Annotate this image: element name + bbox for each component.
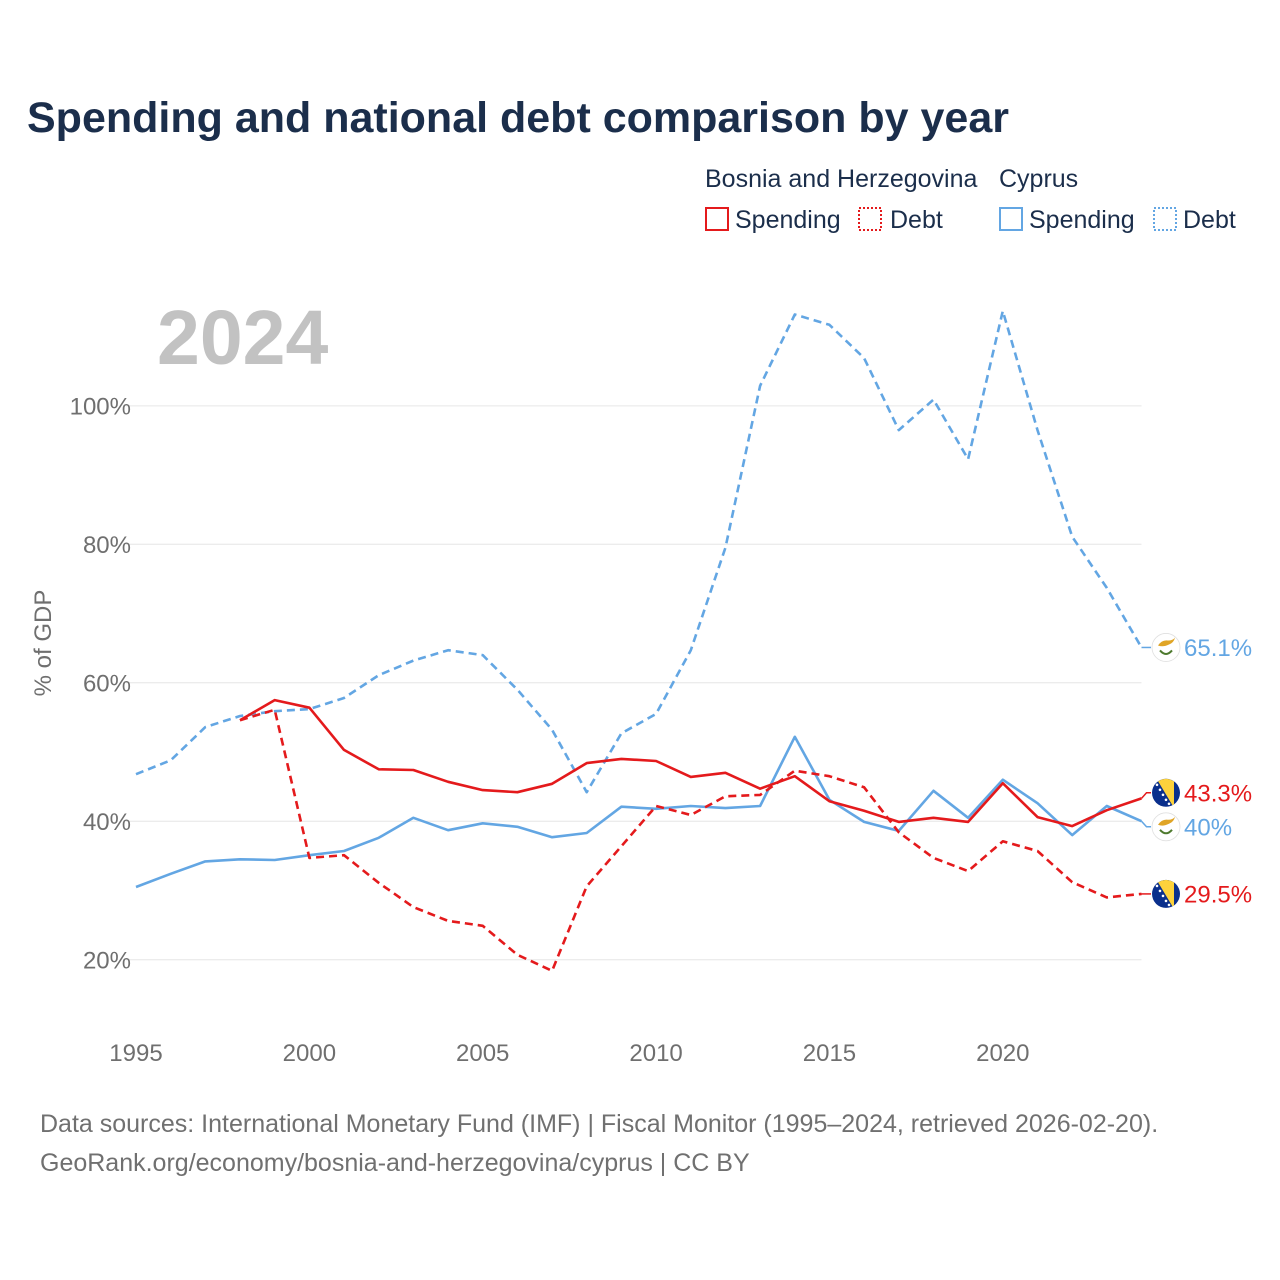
y-tick-label: 100% (70, 393, 131, 420)
legend-label-cyprus-debt: Debt (1183, 206, 1236, 234)
chart-title: Spending and national debt comparison by… (27, 94, 1009, 142)
cyprus-spending-end-label: 40% (1184, 814, 1232, 841)
bosnia-and-herzegovina-spending-end-connector (1140, 792, 1151, 799)
y-axis-title: % of GDP (30, 590, 57, 697)
legend-item-bosnia-spending: Spending (705, 206, 841, 234)
y-tick-label: 60% (83, 670, 131, 697)
bosnia-flag-icon (1152, 778, 1180, 807)
bosnia-and-herzegovina-spending-line (239, 698, 1142, 828)
year-label: 2024 (157, 295, 328, 381)
footer-sources: Data sources: International Monetary Fun… (40, 1110, 1158, 1138)
legend-item-cyprus-debt: Debt (1153, 206, 1236, 234)
legend-label-bosnia-debt: Debt (890, 206, 943, 234)
bosnia-and-herzegovina-debt-end-label: 29.5% (1184, 882, 1252, 909)
legend-item-cyprus-spending: Spending (999, 206, 1135, 234)
cyprus-spending-end-connector (1140, 820, 1151, 828)
legend: Bosnia and Herzegovina Cyprus Spending D… (705, 165, 1236, 234)
legend-item-bosnia-debt: Debt (858, 206, 943, 234)
legend-label-cyprus-spending: Spending (1029, 206, 1135, 234)
legend-swatch-bosnia-spending (705, 207, 729, 231)
legend-swatch-bosnia-debt (858, 207, 882, 231)
x-tick-label: 2010 (629, 1040, 682, 1067)
cyprus-spending-line (135, 735, 1143, 889)
footer: Data sources: International Monetary Fun… (40, 1110, 1158, 1177)
bosnia-flag-icon (1152, 879, 1180, 908)
gridlines (126, 405, 1142, 961)
y-tick-label: 40% (83, 809, 131, 836)
cyprus-flag-icon (1151, 812, 1181, 842)
y-tick-label: 80% (83, 532, 131, 559)
x-tick-label: 2015 (803, 1040, 856, 1067)
y-tick-label: 20% (83, 947, 131, 974)
bosnia-and-herzegovina-spending-end-label: 43.3% (1184, 780, 1252, 807)
legend-country-bosnia-and-herzegovina: Bosnia and Herzegovina (705, 165, 977, 193)
footer-attribution: GeoRank.org/economy/bosnia-and-herzegovi… (40, 1149, 750, 1177)
cyprus-flag-icon (1151, 633, 1181, 662)
axes: % of GDP 20% 40% 60% 80% 100% 1995 2000 2005 201… (30, 393, 1030, 1067)
legend-swatch-cyprus-debt (1153, 207, 1177, 231)
legend-swatch-cyprus-spending (999, 207, 1023, 231)
legend-label-bosnia-spending: Spending (735, 206, 841, 234)
bosnia-and-herzegovina-debt-line (239, 708, 1142, 973)
x-tick-label: 1995 (109, 1040, 162, 1067)
x-tick-label: 2005 (456, 1040, 509, 1067)
cyprus-debt-line (135, 309, 1143, 794)
x-tick-label: 2000 (283, 1040, 336, 1067)
cyprus-debt-end-label: 65.1% (1184, 635, 1252, 662)
end-labels: 43.3% 29.5% 40% 65.1% (1140, 633, 1252, 909)
legend-country-cyprus: Cyprus (999, 165, 1078, 193)
series-lines (135, 309, 1143, 973)
x-tick-label: 2020 (976, 1040, 1029, 1067)
